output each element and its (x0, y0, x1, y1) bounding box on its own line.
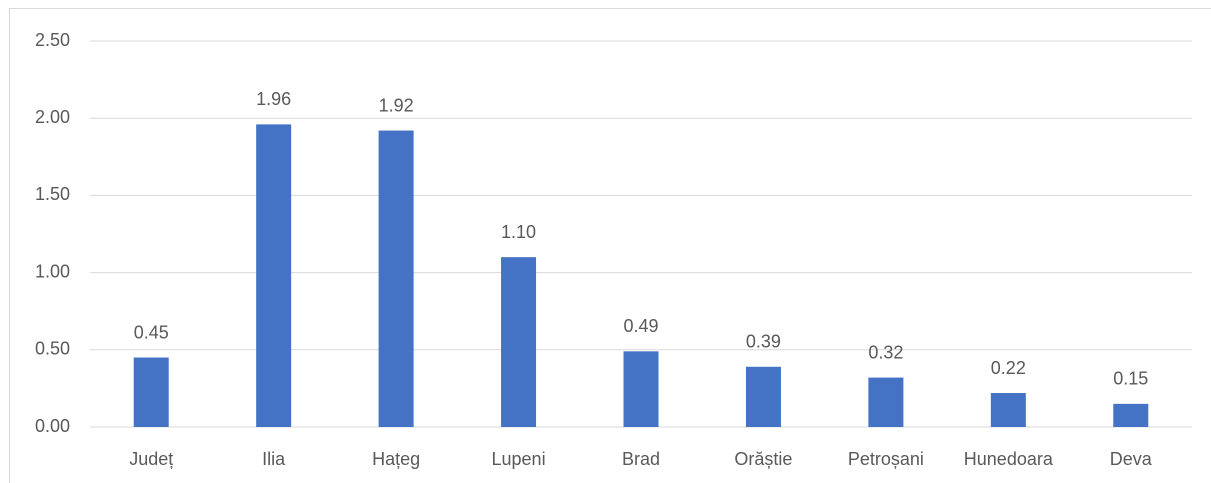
chart-frame (9, 8, 1211, 483)
bar (623, 351, 659, 427)
data-label: 0.39 (746, 332, 781, 352)
bar (745, 366, 781, 427)
x-tick-label: Orăștie (734, 449, 792, 469)
y-tick-label: 2.50 (35, 30, 70, 50)
bar (1113, 403, 1149, 427)
y-tick-label: 2.00 (35, 107, 70, 127)
y-tick-label: 1.50 (35, 184, 70, 204)
y-tick-label: 1.00 (35, 261, 70, 281)
y-tick-label: 0.00 (35, 416, 70, 436)
data-label: 1.96 (256, 89, 291, 109)
data-label: 0.15 (1113, 369, 1148, 389)
x-tick-label: Județ (129, 449, 173, 469)
data-label: 1.10 (501, 222, 536, 242)
bar (501, 257, 537, 427)
data-label: 0.32 (868, 342, 903, 362)
data-label: 0.45 (134, 322, 169, 342)
bar (868, 377, 904, 427)
data-label: 0.22 (991, 358, 1026, 378)
y-tick-label: 0.50 (35, 339, 70, 359)
bar (256, 124, 292, 427)
bar (378, 130, 414, 427)
data-label: 0.49 (623, 316, 658, 336)
bar (133, 357, 169, 427)
x-tick-label: Petroșani (848, 449, 924, 469)
x-tick-label: Deva (1110, 449, 1153, 469)
x-tick-label: Hațeg (372, 449, 420, 469)
x-tick-label: Ilia (262, 449, 286, 469)
x-tick-label: Hunedoara (964, 449, 1054, 469)
data-label: 1.92 (379, 95, 414, 115)
x-tick-label: Lupeni (492, 449, 546, 469)
bar (990, 393, 1026, 427)
x-tick-label: Brad (622, 449, 660, 469)
